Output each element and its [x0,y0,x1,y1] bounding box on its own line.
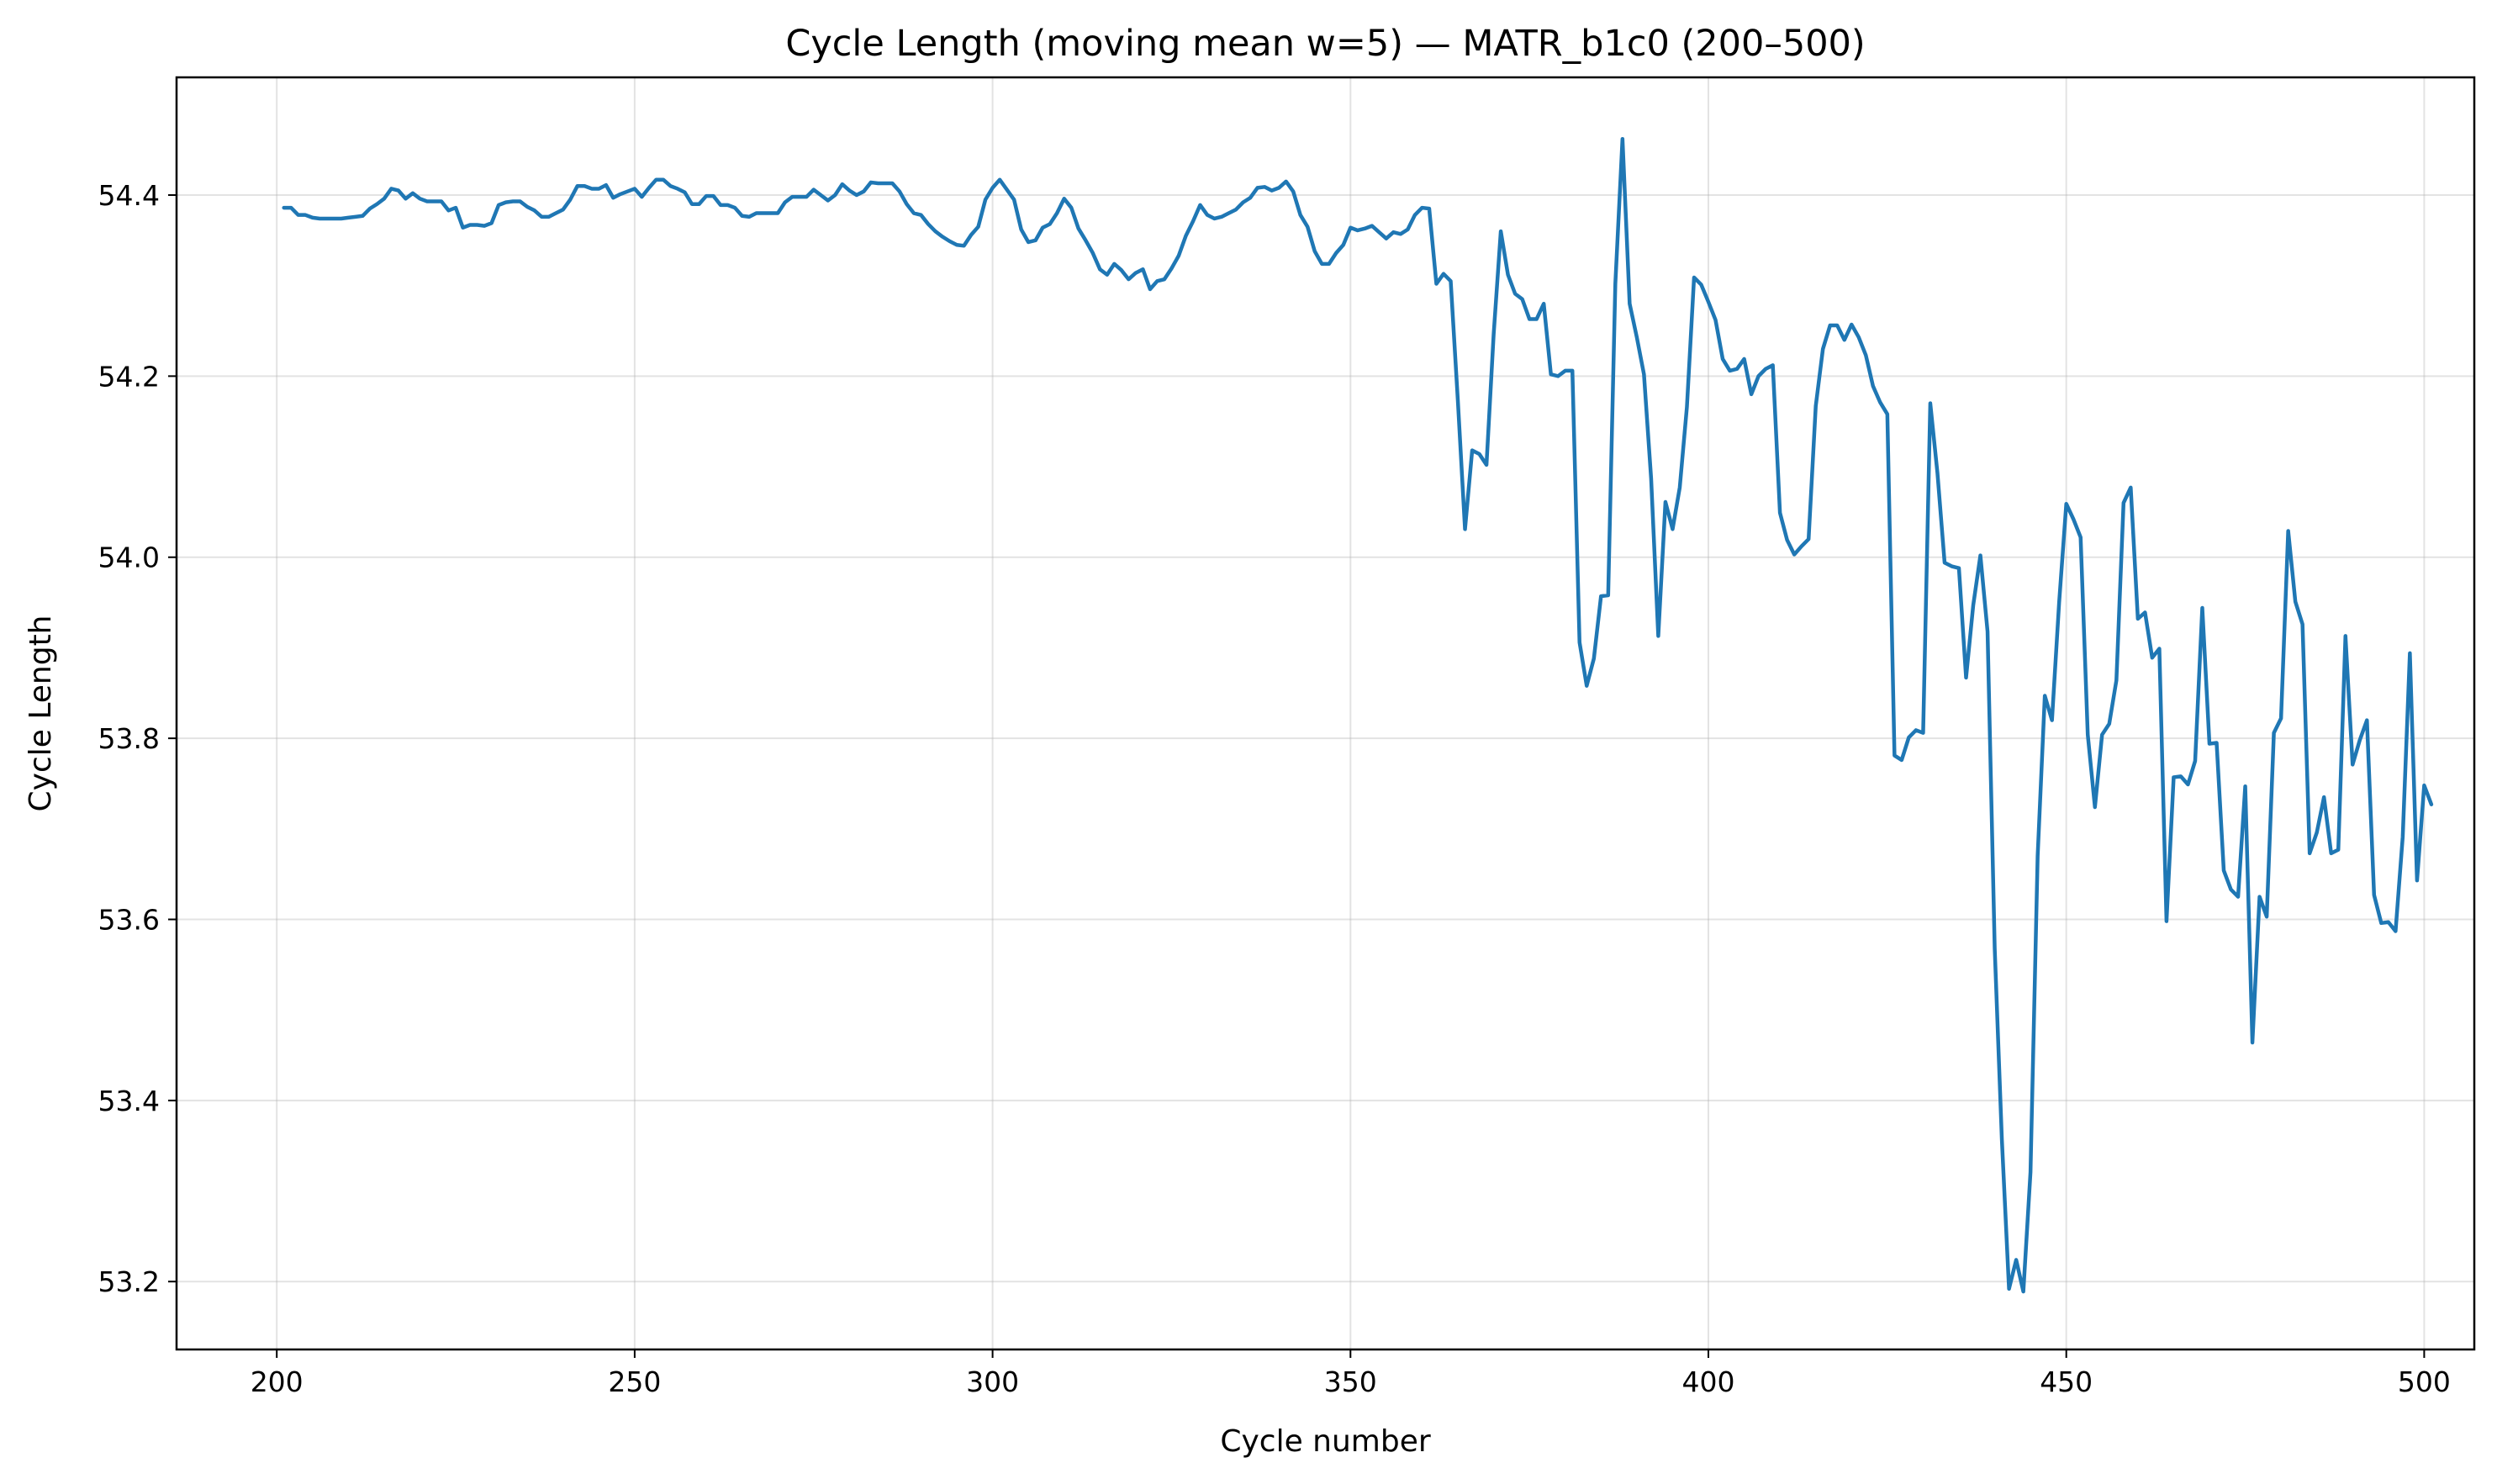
x-tick-label: 300 [966,1365,1019,1398]
y-tick-label: 53.8 [98,722,160,755]
x-tick-label: 450 [2040,1365,2093,1398]
y-tick-label: 54.0 [98,541,160,574]
x-tick-label: 400 [1682,1365,1735,1398]
plot-area-frame [175,76,2476,1351]
chart-title: Cycle Length (moving mean w=5) — MATR_b1… [785,23,1865,65]
y-axis-label: Cycle Length [24,615,58,812]
y-axis: 53.2 53.4 53.6 53.8 54.0 54.2 54.4 [98,179,177,1298]
y-tick-label: 53.2 [98,1265,160,1298]
y-tick-label: 54.2 [98,360,160,393]
grid-lines [177,77,2474,1349]
x-tick-label: 500 [2398,1365,2451,1398]
x-axis: 200 250 300 350 400 450 500 [251,1349,2451,1398]
x-tick-label: 200 [251,1365,304,1398]
y-tick-label: 53.6 [98,903,160,936]
x-tick-label: 350 [1324,1365,1377,1398]
x-axis-label: Cycle number [1220,1424,1431,1459]
y-tick-label: 54.4 [98,179,160,212]
x-tick-label: 250 [608,1365,661,1398]
y-tick-label: 53.4 [98,1085,160,1117]
series-line [282,136,2434,1294]
